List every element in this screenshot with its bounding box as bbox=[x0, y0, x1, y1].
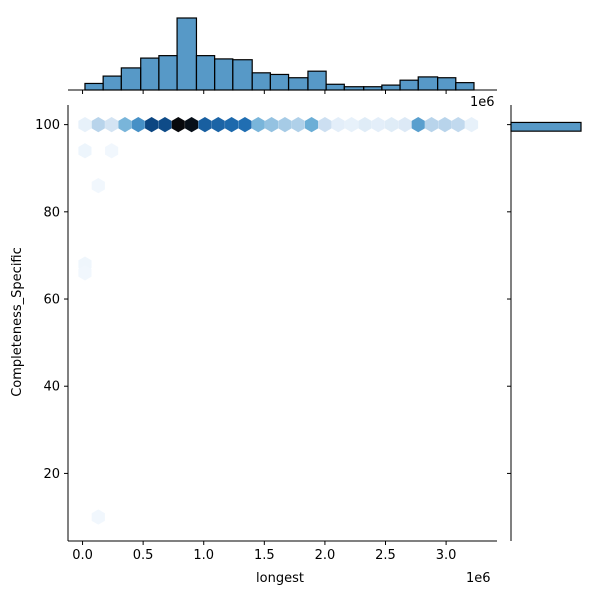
hexbin-cell bbox=[411, 117, 425, 133]
hexbin-cell bbox=[171, 117, 185, 133]
x-hist-bar bbox=[214, 58, 234, 91]
hexbin-cell bbox=[358, 117, 372, 133]
hexbin-cell bbox=[198, 117, 212, 133]
hexbin-cell bbox=[225, 117, 239, 133]
x-hist-bar bbox=[269, 73, 290, 91]
hexbin-cell bbox=[344, 117, 359, 133]
y-tick-label: 100 bbox=[35, 118, 60, 133]
x-tick-label: 0.5 bbox=[133, 548, 154, 563]
x-tick-label: 2.5 bbox=[375, 548, 396, 563]
x-tick-label: 3.0 bbox=[436, 548, 457, 563]
x-tick-label: 1.0 bbox=[193, 548, 214, 563]
x-axis-offset-label: 1e6 bbox=[466, 571, 491, 586]
x-hist-bar bbox=[417, 76, 439, 91]
hexbin-cell bbox=[265, 117, 279, 133]
hexbin-cell bbox=[384, 117, 399, 133]
x-hist-bar bbox=[195, 55, 216, 91]
x-hist-bar bbox=[381, 84, 401, 91]
hexbin-cell bbox=[78, 265, 92, 281]
hexbin-cell bbox=[91, 178, 105, 194]
hexbin-cell bbox=[78, 143, 92, 159]
x-tick-label: 0.0 bbox=[72, 548, 93, 563]
hexbin-cell bbox=[318, 117, 332, 133]
hexbin-cell bbox=[131, 117, 145, 133]
hexbin-cell bbox=[251, 117, 265, 133]
x-hist-bar bbox=[287, 77, 309, 91]
hexbin-cell bbox=[371, 117, 385, 133]
y-tick-label: 60 bbox=[43, 293, 60, 308]
hexbin-cell bbox=[211, 117, 225, 133]
hexbin-cell bbox=[464, 117, 479, 133]
axes-layer: 0.0 0.5 1.0 1.5 2.0 2.5 3.0 20 40 60 80 100 bbox=[35, 105, 497, 563]
hexbin-cell bbox=[438, 117, 452, 133]
x-hist-bar bbox=[140, 57, 160, 91]
hexbin-cell bbox=[185, 117, 199, 133]
x-hist-bar bbox=[84, 82, 104, 91]
hexbin-cell bbox=[278, 117, 292, 133]
x-axis-label: longest bbox=[256, 571, 304, 586]
y-tick-label: 20 bbox=[43, 467, 60, 482]
x-marginal-histogram bbox=[68, 17, 497, 94]
hexbin-cell bbox=[331, 117, 345, 133]
hexbin-cell bbox=[238, 117, 252, 133]
hexbin-cell bbox=[424, 117, 439, 133]
hexbin-cell bbox=[158, 117, 172, 133]
x-hist-bar bbox=[437, 77, 457, 91]
x-hist-bar bbox=[399, 79, 419, 91]
x-tick-label: 1.5 bbox=[254, 548, 275, 563]
x-hist-bar bbox=[176, 17, 198, 91]
x-hist-bar bbox=[307, 70, 327, 91]
hexbin-cell bbox=[118, 117, 132, 133]
hexbin-cell bbox=[291, 117, 305, 133]
y-marginal-histogram bbox=[507, 105, 582, 541]
x-hist-bar bbox=[455, 82, 475, 91]
hexbin-cell bbox=[145, 117, 159, 133]
hexbin-cell bbox=[78, 117, 92, 133]
y-tick-label: 80 bbox=[43, 205, 60, 220]
hexbin-cell bbox=[91, 509, 105, 525]
hexbin-cell bbox=[91, 117, 105, 133]
y-axis-label: Completeness_Specific bbox=[10, 247, 25, 397]
hexbin-cell bbox=[451, 117, 465, 133]
y-hist-bar bbox=[510, 121, 582, 132]
x-hist-bar bbox=[158, 55, 178, 91]
y-tick-label: 40 bbox=[43, 380, 60, 395]
x-hist-bar bbox=[232, 59, 253, 91]
hexbin-cell bbox=[105, 117, 119, 133]
top-marginal-offset-label: 1e6 bbox=[470, 95, 495, 110]
x-tick-label: 2.0 bbox=[315, 548, 336, 563]
hexbin-cell bbox=[105, 143, 119, 159]
hexbin-cell bbox=[305, 117, 319, 133]
hexbin-cell bbox=[398, 117, 412, 133]
x-hist-bar bbox=[251, 72, 271, 91]
hexbin-layer bbox=[78, 117, 479, 525]
x-hist-bar bbox=[325, 83, 345, 91]
x-hist-bar bbox=[102, 75, 122, 91]
x-hist-bar bbox=[120, 67, 142, 91]
